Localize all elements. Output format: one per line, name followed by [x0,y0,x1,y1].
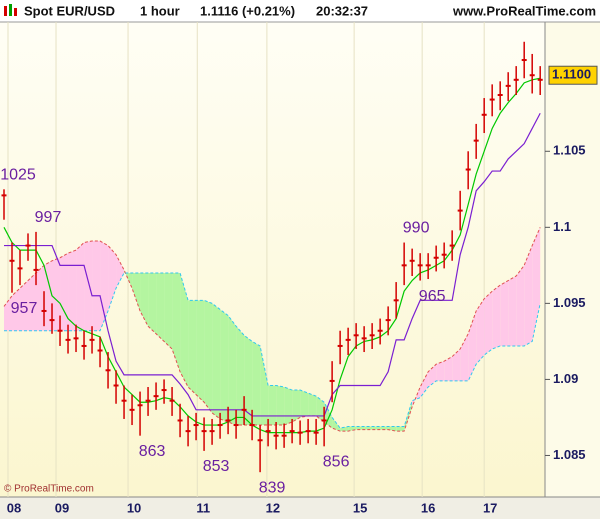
cloud-segment [484,291,493,356]
x-tick-label: 09 [55,500,69,515]
cloud-segment [52,257,61,331]
cloud-segment [196,300,205,403]
time-axis-panel [0,497,600,519]
cloud-segment [532,227,541,342]
quote: 1.1116 (+0.21%) [200,3,295,18]
cloud-segment [372,426,381,430]
cloud-segment [460,333,469,381]
cloud-segment [28,272,37,331]
annotation: 997 [35,209,62,226]
cloud-segment [60,253,69,331]
y-tick-label: 1.1 [553,219,571,234]
x-tick-label: 11 [196,500,210,515]
cloud-segment [180,272,189,388]
price-axis-panel [545,22,600,497]
y-tick-label: 1.105 [553,143,586,158]
time: 20:32:37 [316,3,368,18]
annotation: 856 [323,454,350,471]
cloud-segment [356,426,365,430]
x-tick-label: 17 [483,500,497,515]
cloud-segment [244,335,253,426]
symbol: Spot EUR/USD [24,3,115,18]
indicator-line [4,112,541,417]
cloud-segment [108,245,117,311]
cloud-segment [156,272,165,342]
annotation: 1025 [0,167,36,184]
cloud-segment [204,300,213,413]
cloud-segment [132,272,141,311]
interval: 1 hour [140,3,180,18]
annotation: 965 [419,288,446,305]
logo-icon [4,4,17,16]
cloud-segment [76,242,85,331]
cloud-segment [284,387,293,426]
cloud-segment [332,417,341,432]
annotation: 957 [11,300,38,317]
cloud-segment [44,260,53,331]
cloud-segment [428,364,437,388]
cloud-segment [260,345,269,426]
cloud-segment [228,315,237,426]
cloud-segment [172,272,181,372]
cloud-segment [188,300,197,395]
cloud-segment [436,361,445,381]
y-tick-label: 1.095 [553,295,586,310]
cloud-segment [116,254,125,289]
cloud-segment [212,303,221,419]
cloud-segment [20,280,29,331]
cloud-segment [452,348,461,381]
cloud-segment [12,288,21,331]
cloud-segment [396,426,405,432]
cloud-segment [420,371,429,398]
y-tick-label: 1.085 [553,447,586,462]
footer: © ProRealTime.com [4,484,94,495]
cloud-segment [324,402,333,429]
cloud-segment [516,265,525,346]
cloud-segment [300,390,309,418]
cloud-segment [252,341,261,426]
cloud-segment [164,272,173,349]
cloud-segment [148,272,157,334]
cloud-segment [500,280,509,346]
y-tick-label: 1.09 [553,371,578,386]
cloud-segment [236,326,245,426]
cloud-segment [92,241,101,331]
indicator-line [3,77,541,434]
cloud-segment [276,385,285,426]
cloud-segment [492,285,501,349]
x-tick-label: 12 [266,500,280,515]
price-marker-label: 1.1100 [552,67,591,82]
annotation: 863 [139,443,166,460]
cloud-segment [36,265,45,331]
cloud-span-b [4,272,541,429]
site: www.ProRealTime.com [452,3,596,18]
cloud-segment [508,275,517,346]
x-tick-label: 10 [127,500,141,515]
cloud-segment [524,245,533,346]
cloud-segment [140,272,149,327]
cloud-segment [292,390,301,422]
cloud-segment [468,310,477,381]
cloud-segment [476,298,485,365]
annotation: 839 [259,479,286,496]
cloud-segment [380,426,389,430]
cloud-segment [220,309,229,422]
cloud-segment [308,393,317,416]
cloud-segment [100,241,109,331]
x-tick-label: 15 [353,500,367,515]
cloud-segment [444,356,453,381]
annotation: 990 [403,220,430,237]
price-marker-box [548,65,598,85]
x-tick-label: 16 [421,500,435,515]
annotation: 853 [203,458,230,475]
cloud-segment [268,385,277,426]
cloud-segment [84,241,93,331]
cloud-segment [68,250,77,331]
cloud-segment [124,269,133,289]
x-tick-label: 08 [7,500,21,515]
header-bar [0,0,600,22]
cloud-segment [364,426,373,430]
